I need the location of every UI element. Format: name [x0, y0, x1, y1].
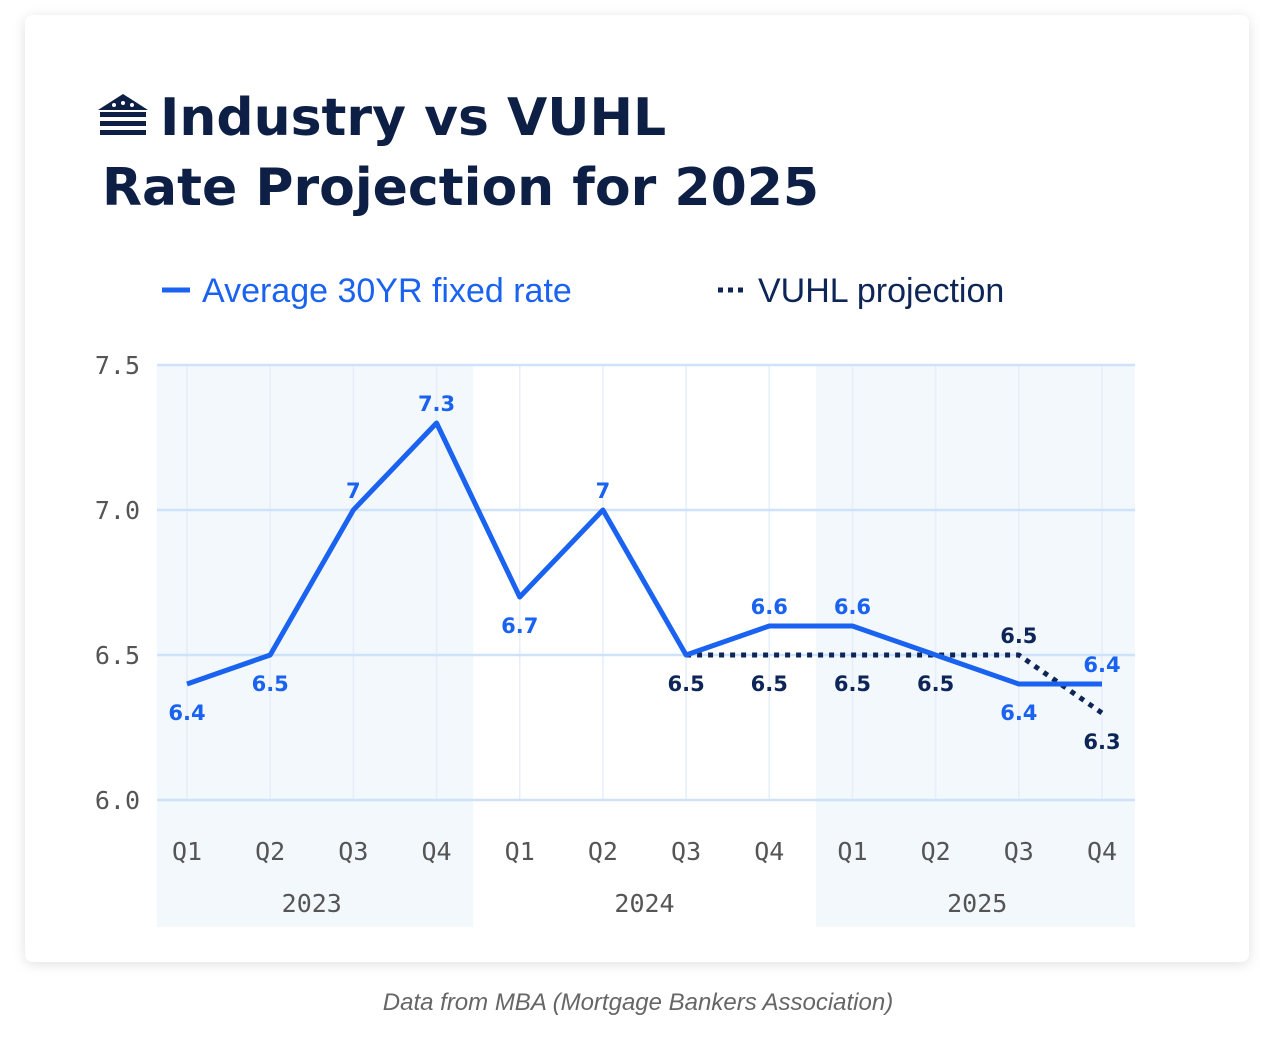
data-label: 7.3 [418, 392, 455, 416]
x-tick-label: Q1 [172, 837, 202, 866]
x-tick-label: Q4 [754, 837, 784, 866]
data-label: 6.4 [1083, 653, 1120, 677]
y-tick-label: 7.5 [95, 351, 140, 380]
data-label: 6.6 [834, 595, 871, 619]
group-label: 2023 [282, 889, 342, 918]
x-tick-label: Q1 [837, 837, 867, 866]
data-label: 6.5 [667, 672, 704, 696]
data-label: 6.7 [501, 614, 538, 638]
logo-icon [98, 94, 148, 135]
data-label: 6.3 [1083, 730, 1120, 754]
x-tick-label: Q2 [255, 837, 285, 866]
chart-title: Rate Projection for 2025 [102, 158, 819, 218]
data-label: 6.4 [1000, 701, 1037, 725]
group-band [157, 365, 474, 927]
legend-label: Average 30YR fixed rate [202, 272, 572, 310]
group-label: 2025 [947, 889, 1007, 918]
data-label: 7 [346, 479, 361, 503]
data-label: 6.5 [1000, 624, 1037, 648]
data-label: 6.5 [917, 672, 954, 696]
series-line [686, 652, 1104, 716]
source-note: Data from MBA (Mortgage Bankers Associat… [383, 989, 893, 1016]
x-tick-label: Q1 [505, 837, 535, 866]
data-label: 6.5 [252, 672, 289, 696]
group-label: 2024 [614, 889, 674, 918]
y-tick-label: 6.0 [95, 786, 140, 815]
series-line [186, 420, 1102, 687]
x-tick-label: Q2 [921, 837, 951, 866]
data-label: 6.4 [168, 701, 205, 725]
x-tick-label: Q4 [421, 837, 451, 866]
x-tick-label: Q3 [1004, 837, 1034, 866]
legend-label: VUHL projection [758, 272, 1004, 310]
data-label: 6.5 [834, 672, 871, 696]
x-tick-label: Q4 [1087, 837, 1117, 866]
x-tick-label: Q3 [671, 837, 701, 866]
y-tick-label: 7.0 [95, 496, 140, 525]
chart-title: Industry vs VUHL [160, 88, 666, 148]
data-label: 7 [596, 479, 611, 503]
y-tick-label: 6.5 [95, 641, 140, 670]
x-tick-label: Q2 [588, 837, 618, 866]
data-label: 6.6 [751, 595, 788, 619]
x-tick-label: Q3 [338, 837, 368, 866]
data-label: 6.5 [751, 672, 788, 696]
group-band [815, 365, 1135, 927]
